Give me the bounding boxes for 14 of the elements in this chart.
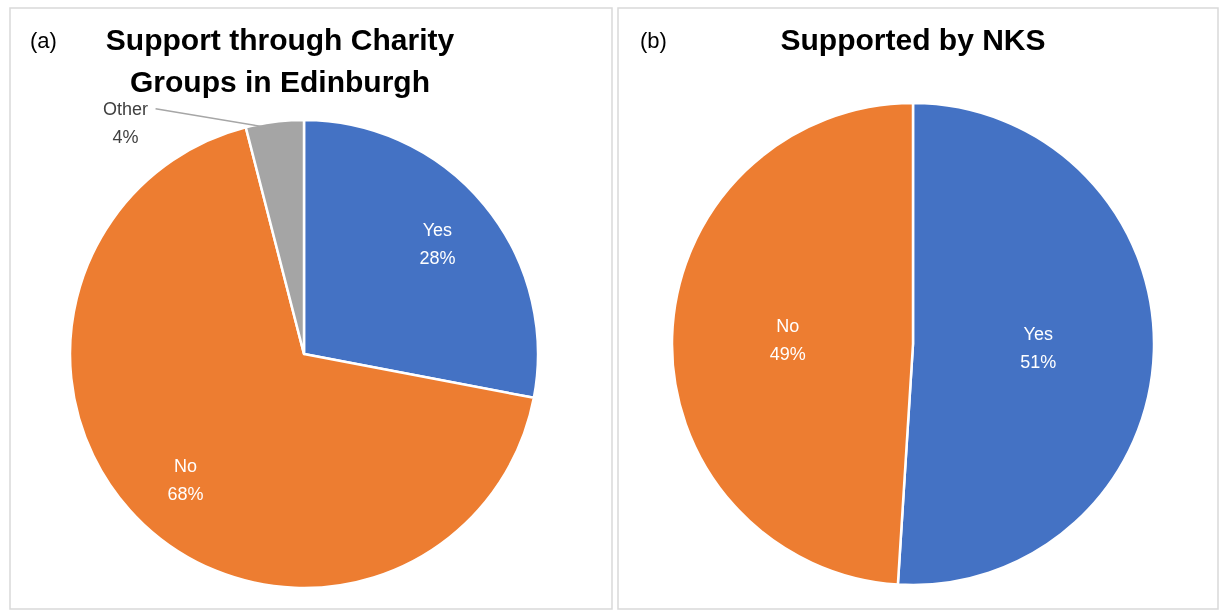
slice-label: Other: [103, 98, 149, 119]
chart-title: Supported by NKS: [780, 23, 1046, 56]
data-label: 68%: [167, 484, 204, 505]
slice-label: Yes: [1023, 323, 1053, 344]
text: (b): [640, 28, 667, 53]
text: (a): [30, 28, 57, 53]
slice-label: No: [776, 316, 800, 337]
data-label: 28%: [419, 247, 456, 268]
data-label: 49%: [769, 344, 806, 365]
chart-title: Support through Charity Groups in Edinburgh: [105, 23, 455, 98]
slice-label: Yes: [422, 219, 453, 240]
data-label: 51%: [1020, 351, 1057, 372]
data-label: 4%: [112, 126, 139, 147]
slice-label: No: [173, 456, 197, 477]
